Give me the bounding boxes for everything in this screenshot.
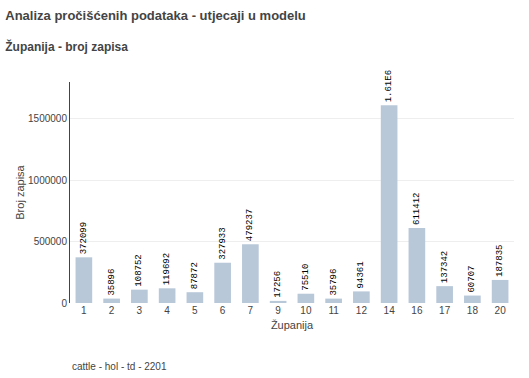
- svg-text:35896: 35896: [107, 269, 117, 296]
- svg-text:1: 1: [81, 305, 87, 316]
- svg-text:Županija - broj zapisa: Županija - broj zapisa: [5, 39, 128, 54]
- svg-text:187835: 187835: [495, 245, 505, 277]
- svg-text:12: 12: [356, 305, 368, 316]
- svg-text:Županija: Županija: [271, 319, 314, 331]
- svg-text:60707: 60707: [467, 266, 477, 293]
- svg-text:5: 5: [192, 305, 198, 316]
- svg-text:7: 7: [248, 305, 254, 316]
- svg-text:119692: 119692: [162, 253, 172, 285]
- svg-text:11: 11: [328, 305, 339, 316]
- svg-text:cattle - hol - td - 2201: cattle - hol - td - 2201: [72, 361, 167, 372]
- svg-text:2: 2: [109, 305, 115, 316]
- svg-text:1000000: 1000000: [28, 175, 67, 186]
- svg-text:611412: 611412: [412, 193, 422, 225]
- svg-text:0: 0: [61, 298, 67, 309]
- svg-text:18: 18: [467, 305, 479, 316]
- svg-text:Broj zapisa: Broj zapisa: [14, 164, 26, 219]
- svg-text:137342: 137342: [440, 251, 450, 283]
- svg-text:10: 10: [300, 305, 312, 316]
- svg-text:1.61E6: 1.61E6: [384, 70, 394, 102]
- svg-text:75510: 75510: [301, 264, 311, 291]
- svg-text:479237: 479237: [245, 209, 255, 241]
- svg-text:1500000: 1500000: [28, 113, 67, 124]
- svg-text:327933: 327933: [218, 227, 228, 259]
- svg-text:16: 16: [411, 305, 423, 316]
- svg-text:372099: 372099: [79, 222, 89, 254]
- svg-text:3: 3: [137, 305, 143, 316]
- svg-text:108752: 108752: [134, 254, 144, 286]
- svg-text:6: 6: [220, 305, 226, 316]
- svg-text:35796: 35796: [329, 269, 339, 296]
- svg-text:9: 9: [275, 305, 281, 316]
- svg-text:87872: 87872: [190, 262, 200, 289]
- svg-text:Analiza pročišćenih podataka -: Analiza pročišćenih podataka - utjecaji …: [5, 8, 306, 23]
- svg-text:17256: 17256: [273, 271, 283, 298]
- svg-text:20: 20: [495, 305, 507, 316]
- svg-text:94361: 94361: [356, 261, 366, 288]
- svg-text:17: 17: [439, 305, 451, 316]
- svg-text:4: 4: [164, 305, 170, 316]
- svg-text:14: 14: [384, 305, 396, 316]
- svg-text:500000: 500000: [34, 236, 68, 247]
